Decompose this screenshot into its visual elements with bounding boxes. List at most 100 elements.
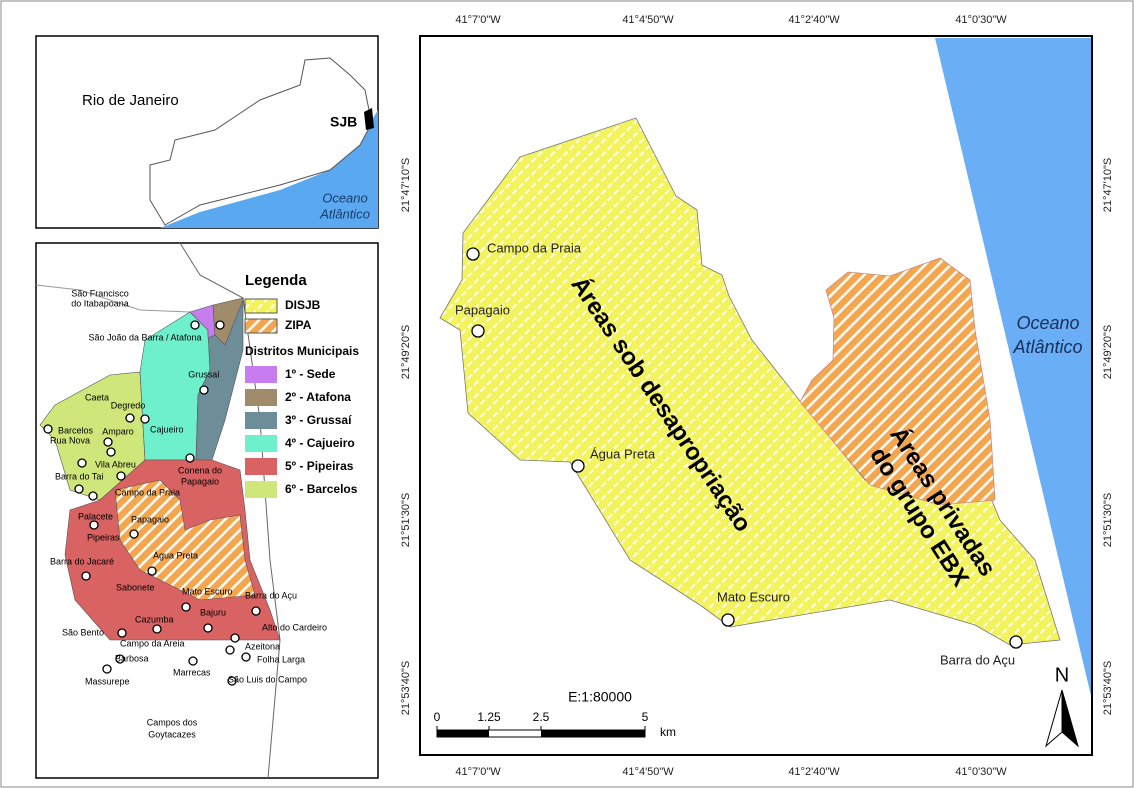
place-point xyxy=(215,320,225,330)
place-point xyxy=(88,491,98,501)
legend: Legenda DISJB ZIPA Distritos Municipais … xyxy=(244,272,359,498)
x-tick-label: 41°0'30"W xyxy=(955,766,1007,778)
place-label: Amparo xyxy=(102,426,134,436)
place-label: Papagaio xyxy=(181,476,219,486)
place-point xyxy=(103,437,113,447)
scale-segment xyxy=(437,730,489,737)
legend-label: 4º - Cajueiro xyxy=(285,436,355,450)
y-tick-label: 21°51'30"S xyxy=(400,493,412,547)
place-label: Caeta xyxy=(85,392,109,402)
place-label: Pipeiras xyxy=(87,532,120,542)
legend-swatch xyxy=(245,458,277,475)
legend-swatch xyxy=(245,435,277,452)
x-tick-label: 41°4'50"W xyxy=(622,14,674,26)
place-point xyxy=(471,324,485,338)
place-label: Cajueiro xyxy=(150,424,184,434)
place-point xyxy=(230,633,240,643)
legend-subtitle: Distritos Municipais xyxy=(245,344,359,358)
place-label: Papagaio xyxy=(455,302,510,317)
scale-label: E:1:80000 xyxy=(568,689,632,705)
x-tick-label: 41°2'40"W xyxy=(788,14,840,26)
legend-label: 1º - Sede xyxy=(285,367,336,381)
ocean-label: Oceano xyxy=(1016,313,1079,333)
place-point xyxy=(721,613,735,627)
graticule-labels: 41°7'0"W 41°4'50"W 41°2'40"W 41°0'30"W 4… xyxy=(400,14,1114,778)
inset-map: Rio de Janeiro SJB Oceano Atlântico xyxy=(35,35,379,229)
place-label: São Bento xyxy=(62,627,104,637)
place-point xyxy=(225,645,235,655)
place-label: Sabonete xyxy=(116,582,155,592)
place-label: Alto do Cardeiro xyxy=(262,622,327,632)
legend-swatch xyxy=(244,318,278,334)
place-label: São João da Barra / Atafona xyxy=(88,332,201,342)
place-point xyxy=(74,484,84,494)
place-label: Folha Larga xyxy=(257,654,305,664)
place-point xyxy=(125,413,135,423)
place-label: Mato Escuro xyxy=(182,586,233,596)
north-arrow: N xyxy=(1045,664,1079,748)
place-label: Azeitona xyxy=(245,641,280,651)
ocean xyxy=(935,38,1092,700)
legend-label: 2º - Atafona xyxy=(285,390,351,404)
place-point xyxy=(188,656,198,666)
place-label: Barra do Açu xyxy=(245,590,297,600)
x-tick-label: 41°7'0"W xyxy=(455,14,501,26)
main-map: 41°7'0"W 41°4'50"W 41°2'40"W 41°0'30"W 4… xyxy=(400,14,1114,778)
place-label: Marrecas xyxy=(173,667,211,677)
legend-label: 6º - Barcelos xyxy=(285,482,358,496)
inset-sjb-label: SJB xyxy=(330,114,357,130)
inset-ocean xyxy=(160,110,378,228)
place-label: Água Preta xyxy=(590,446,656,461)
place-label: Campo da Praia xyxy=(115,487,180,497)
place-label: Campo da Praia xyxy=(487,240,582,255)
legend-swatch xyxy=(245,389,277,406)
place-point xyxy=(466,247,480,261)
x-tick-label: 41°7'0"W xyxy=(455,766,501,778)
place-point xyxy=(77,458,87,468)
area-zipa xyxy=(799,257,996,506)
place-point xyxy=(1009,635,1023,649)
place-label: Campo da Areia xyxy=(120,638,185,648)
scale-bar: E:1:80000 km 0 1.25 2.5 5 xyxy=(434,689,676,739)
inset-state xyxy=(149,57,371,226)
place-point xyxy=(115,654,125,664)
inset-state-label: Rio de Janeiro xyxy=(82,92,179,109)
place-label: Cazumba xyxy=(135,614,174,624)
legend-label: 3º - Grussaí xyxy=(285,413,352,427)
place-point xyxy=(190,320,200,330)
place-label: Rua Nova xyxy=(50,435,90,445)
place-label: Papagaio xyxy=(131,514,169,524)
district-labels: São Francisco do Itabapoana Campos dos G… xyxy=(50,288,327,739)
place-label: Barra do Açu xyxy=(940,652,1015,667)
scale-tick-label: 0 xyxy=(434,710,441,724)
place-point xyxy=(43,424,53,434)
legend-swatch xyxy=(245,412,277,429)
neighbor-label: Campos dos xyxy=(147,717,198,727)
main-places: Campo da Praia Papagaio Água Preta Mato … xyxy=(455,240,1023,667)
place-label: Água Preta xyxy=(153,550,198,560)
place-point xyxy=(152,624,162,634)
y-tick-label: 21°53'40"S xyxy=(1102,661,1114,715)
scale-unit: km xyxy=(660,725,676,739)
north-label: N xyxy=(1055,664,1069,686)
district-map: São Francisco do Itabapoana Campos dos G… xyxy=(35,242,379,779)
place-point xyxy=(117,628,127,638)
y-tick-label: 21°47'10"S xyxy=(1102,158,1114,212)
place-point xyxy=(147,566,157,576)
place-label: Grussaí xyxy=(188,369,220,379)
y-tick-label: 21°51'30"S xyxy=(1102,493,1114,547)
place-label: Barcelos xyxy=(58,425,94,435)
y-tick-label: 21°53'40"S xyxy=(400,661,412,715)
place-point xyxy=(89,520,99,530)
place-label: Degredo xyxy=(111,400,146,410)
place-point xyxy=(140,414,150,424)
legend-title: Legenda xyxy=(245,272,307,289)
legend-label: 5º - Pipeiras xyxy=(285,459,354,473)
place-label: Bajuru xyxy=(200,607,226,617)
place-point xyxy=(129,529,139,539)
x-tick-label: 41°2'40"W xyxy=(788,766,840,778)
x-tick-label: 41°4'50"W xyxy=(622,766,674,778)
inset-ocean-label: Oceano xyxy=(322,190,368,205)
place-label: Barra do Jacaré xyxy=(50,556,114,566)
place-point xyxy=(185,453,195,463)
